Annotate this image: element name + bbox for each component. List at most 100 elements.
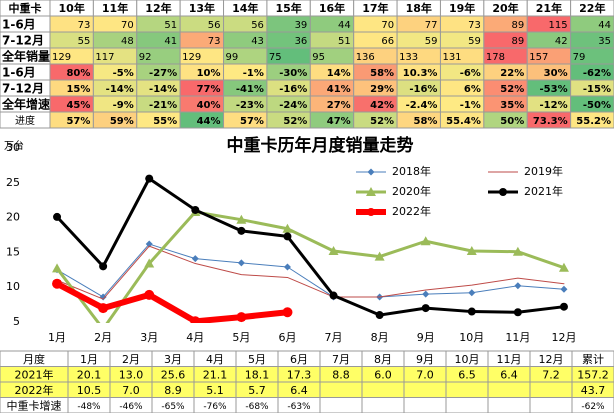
cell-text: 41%: [327, 84, 351, 95]
cell-text: 133: [399, 52, 418, 63]
marker: [98, 303, 109, 314]
cell-text: 1月: [80, 353, 98, 366]
cell-text: -16%: [279, 84, 307, 95]
x-tick-label: 6月: [278, 331, 296, 344]
y-axis-label: 万台: [4, 139, 24, 152]
cell-text: 129: [52, 52, 71, 63]
cell-text: 136: [356, 52, 375, 63]
marker: [468, 289, 476, 297]
cell: [319, 397, 363, 413]
cell: [319, 381, 363, 398]
cell-text: 29%: [370, 84, 394, 95]
cell: [571, 397, 614, 413]
cell-text: -41%: [236, 84, 264, 95]
cell-text: -1%: [243, 68, 264, 79]
cell-text: -21%: [149, 100, 177, 111]
cell-text: -12%: [540, 100, 568, 111]
cell-text: 5.1: [206, 384, 224, 397]
marker: [236, 214, 247, 224]
legend-marker: [366, 187, 376, 196]
cell-text: 57%: [66, 116, 90, 127]
x-tick-label: 8月: [371, 331, 389, 344]
cell-text: 14%: [327, 68, 351, 79]
marker: [559, 302, 568, 311]
cell-text: -23%: [236, 100, 264, 111]
x-tick-label: 9月: [417, 331, 435, 344]
y-tick-label: 20: [6, 211, 20, 224]
cell: [361, 381, 405, 398]
marker: [144, 258, 155, 268]
cell-text: 8月: [374, 353, 392, 366]
marker: [466, 246, 477, 256]
marker: [237, 259, 245, 267]
row-label: 全年销量: [1, 49, 50, 64]
cell-text: 27%: [327, 100, 351, 111]
cell-text: 8.9: [164, 384, 182, 397]
marker: [560, 285, 568, 293]
cell-text: 77%: [197, 84, 221, 95]
x-tick-label: 5月: [232, 331, 250, 344]
row-label: 7-12月: [2, 82, 44, 96]
marker: [145, 240, 153, 248]
header-text: 12年: [145, 1, 171, 15]
marker: [52, 278, 63, 289]
cell-text: 4月: [206, 353, 224, 366]
cell-text: 15%: [66, 84, 90, 95]
y-tick-label: 30: [6, 141, 20, 154]
cell-text: 80%: [66, 68, 90, 79]
cell-text: 10%: [197, 68, 221, 79]
cell-text: -62%: [583, 68, 611, 79]
marker: [282, 307, 293, 318]
cell-text: 42: [555, 36, 568, 47]
cell-text: 66: [381, 36, 394, 47]
row-label: 中重卡增速: [7, 398, 62, 412]
plot-area: [52, 174, 569, 323]
marker: [512, 246, 523, 256]
marker: [144, 289, 155, 300]
header-text: 10年: [59, 1, 85, 15]
cell-text: 99: [226, 52, 239, 63]
legend-label: 2018年: [392, 164, 431, 178]
cell-text: 44: [338, 20, 351, 31]
marker: [236, 312, 247, 323]
cell-text: 35: [598, 36, 611, 47]
marker: [191, 205, 200, 214]
cell-text: 45%: [66, 100, 90, 111]
marker: [53, 212, 62, 221]
cell-text: 6月: [290, 353, 308, 366]
marker: [514, 282, 522, 290]
cell-text: 58%: [414, 116, 438, 127]
row-label: 2021年: [15, 367, 54, 381]
cell-text: -65%: [161, 402, 185, 412]
cell-text: 73: [468, 20, 481, 31]
legend-label: 2021年: [524, 184, 563, 198]
cell: [487, 381, 531, 398]
marker: [467, 307, 476, 316]
cell-text: -50%: [583, 100, 611, 111]
marker: [283, 263, 291, 271]
cell-text: -16%: [409, 84, 437, 95]
cell-text: 35%: [500, 100, 524, 111]
cell-text: -63%: [287, 402, 311, 412]
header-text: 11年: [102, 1, 128, 15]
cell-text: 累计: [582, 353, 604, 366]
x-tick-label: 7月: [325, 331, 343, 344]
cell-text: 5.7: [248, 384, 266, 397]
cell-text: 42%: [370, 100, 394, 111]
cell-text: 73: [78, 20, 91, 31]
series-line: [54, 280, 291, 323]
header-text: 17年: [362, 1, 388, 15]
marker: [282, 223, 293, 233]
cell-text: 44%: [197, 116, 221, 127]
cell-text: 11月: [497, 353, 522, 366]
chart-title: 中重卡历年月度销量走势: [227, 135, 414, 156]
legend-marker: [367, 168, 375, 176]
cell-text: 52%: [283, 116, 307, 127]
row-label: 7-12月: [2, 34, 44, 48]
cell-text: 2月: [122, 353, 140, 366]
cell-text: -14%: [106, 84, 134, 95]
cell-text: 6.4: [500, 368, 518, 381]
header-text: 19年: [449, 1, 475, 15]
cell-text: 178: [486, 52, 505, 63]
cell-text: 39: [295, 20, 308, 31]
